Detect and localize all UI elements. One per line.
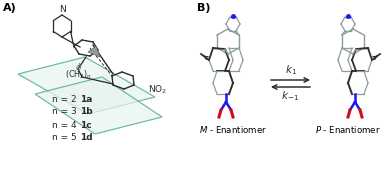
Text: NO$_2$: NO$_2$: [148, 84, 167, 96]
Text: 1b: 1b: [80, 108, 93, 117]
Text: $M$ - Enantiomer: $M$ - Enantiomer: [199, 124, 267, 135]
Text: A): A): [3, 3, 17, 13]
Polygon shape: [35, 77, 162, 134]
Polygon shape: [18, 57, 155, 114]
Text: 1a: 1a: [80, 94, 93, 104]
Text: $P$ - Enantiomer: $P$ - Enantiomer: [315, 124, 381, 135]
Text: $k_{-1}$: $k_{-1}$: [281, 89, 299, 103]
Text: 1d: 1d: [80, 133, 93, 143]
Text: n = 3: n = 3: [52, 108, 77, 117]
Text: B): B): [197, 3, 211, 13]
Text: (CH$_2$)$_n$: (CH$_2$)$_n$: [65, 69, 93, 81]
Text: $k_1$: $k_1$: [285, 63, 296, 77]
Text: n = 4: n = 4: [52, 121, 76, 129]
Text: $\phi$: $\phi$: [75, 61, 83, 74]
Text: n = 2: n = 2: [52, 94, 76, 104]
Text: n = 5: n = 5: [52, 133, 77, 143]
Text: 1c: 1c: [80, 121, 92, 129]
Text: N: N: [60, 5, 66, 14]
Polygon shape: [88, 46, 100, 57]
